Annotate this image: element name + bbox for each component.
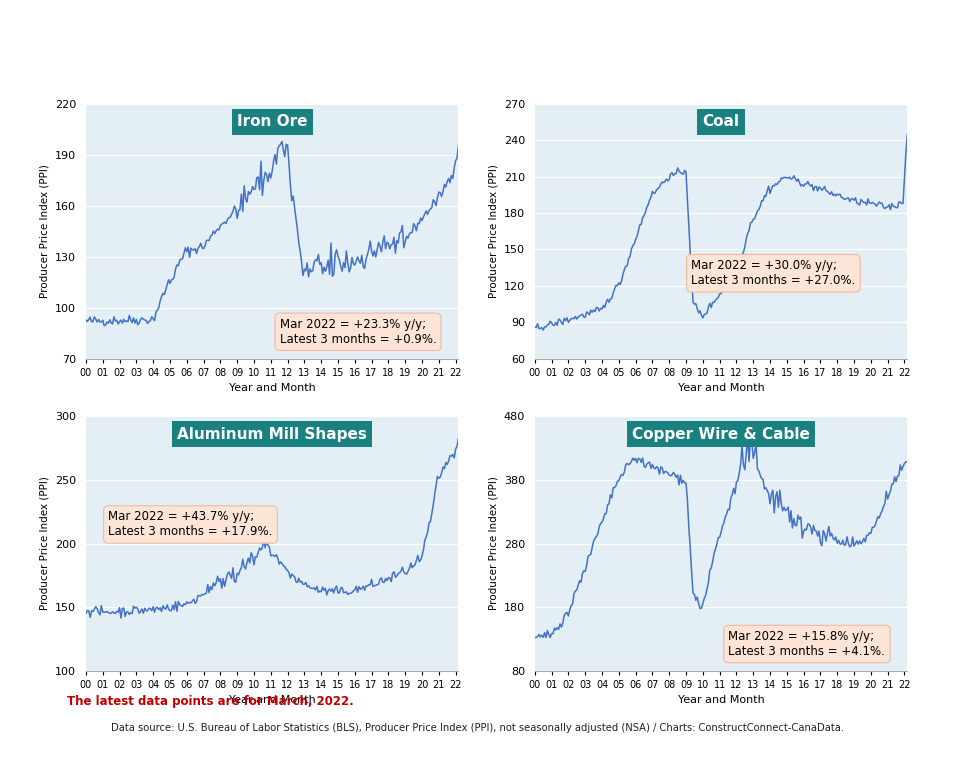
Text: Mar 2022 = +23.3% y/y;
Latest 3 months = +0.9%.: Mar 2022 = +23.3% y/y; Latest 3 months =… [280, 318, 436, 345]
X-axis label: Year and Month: Year and Month [229, 383, 315, 393]
Y-axis label: Producer Price Index (PPI): Producer Price Index (PPI) [488, 476, 499, 611]
X-axis label: Year and Month: Year and Month [678, 383, 764, 393]
Text: Mar 2022 = +15.8% y/y;
Latest 3 months = +4.1%.: Mar 2022 = +15.8% y/y; Latest 3 months =… [729, 630, 885, 658]
Text: Aluminum Mill Shapes: Aluminum Mill Shapes [178, 426, 367, 442]
Text: Mar 2022 = +43.7% y/y;
Latest 3 months = +17.9%.: Mar 2022 = +43.7% y/y; Latest 3 months =… [108, 510, 273, 538]
X-axis label: Year and Month: Year and Month [229, 695, 315, 705]
Text: Mar 2022 = +30.0% y/y;
Latest 3 months = +27.0%.: Mar 2022 = +30.0% y/y; Latest 3 months =… [691, 259, 856, 288]
Text: Data source: U.S. Bureau of Labor Statistics (BLS), Producer Price Index (PPI), : Data source: U.S. Bureau of Labor Statis… [111, 723, 844, 733]
Text: Iron Ore: Iron Ore [237, 114, 308, 130]
Text: U.S. Construction Material Costs (4) – BASE INPUTS: U.S. Construction Material Costs (4) – B… [226, 26, 729, 44]
Text: The latest data points are for March, 2022.: The latest data points are for March, 20… [67, 695, 353, 709]
Y-axis label: Producer Price Index (PPI): Producer Price Index (PPI) [39, 476, 50, 611]
Text: Coal: Coal [703, 114, 739, 130]
X-axis label: Year and Month: Year and Month [678, 695, 764, 705]
Y-axis label: Producer Price Index (PPI): Producer Price Index (PPI) [488, 164, 499, 298]
Y-axis label: Producer Price Index (PPI): Producer Price Index (PPI) [39, 164, 50, 298]
Text: Copper Wire & Cable: Copper Wire & Cable [632, 426, 810, 442]
Text: From Producer Price Index (PPI) Series: From Producer Price Index (PPI) Series [286, 56, 668, 74]
